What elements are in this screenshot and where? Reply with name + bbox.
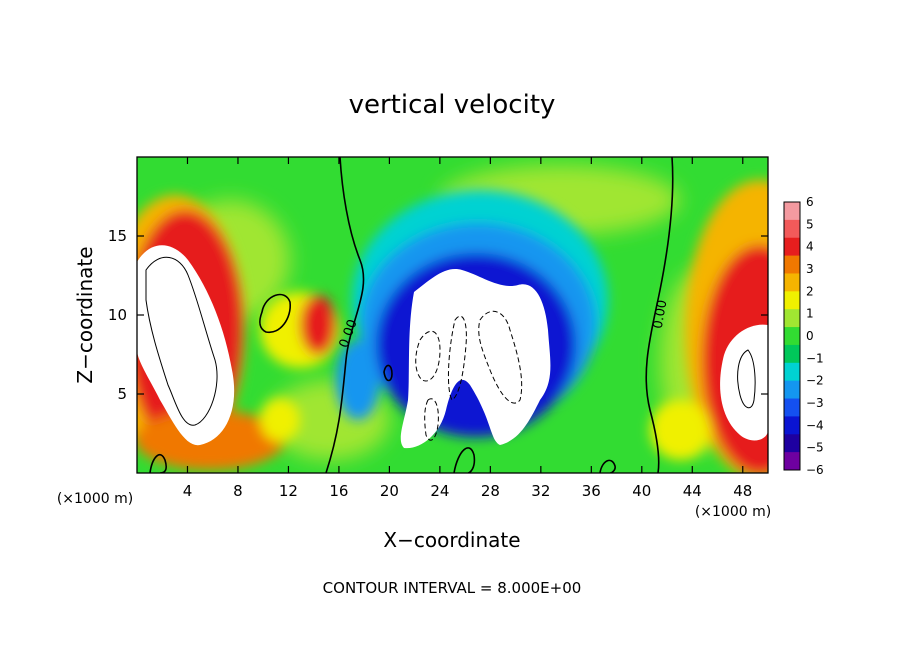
y-axis-label: Z−coordinate — [73, 246, 97, 383]
colorbar-label: −3 — [806, 396, 824, 410]
plot-area: 0.00 0.00 — [137, 157, 768, 473]
closed-contour-2 — [149, 454, 167, 473]
contour-label-right: 0.00 — [651, 299, 671, 330]
colorbar-swatch — [784, 452, 800, 471]
closed-contour-1 — [259, 293, 291, 334]
colorbar-swatch — [784, 362, 800, 382]
downdraft-contour-1 — [415, 330, 441, 382]
colorbar-label: 2 — [806, 284, 814, 298]
x-unit-left: (×1000 m) — [57, 491, 133, 507]
colorbar-swatch — [784, 237, 800, 257]
colorbar-label: 5 — [806, 217, 814, 231]
x-tick-label: 40 — [632, 482, 651, 500]
colorbar-label: −4 — [806, 418, 824, 432]
y-tick-label: 15 — [108, 227, 127, 245]
x-axis-label: X−coordinate — [383, 528, 520, 552]
colorbar-swatch — [784, 202, 800, 221]
closed-contour-4 — [599, 459, 616, 473]
colorbar-label: −5 — [806, 441, 824, 455]
closed-contour-3 — [453, 447, 476, 473]
colorbar-swatch — [784, 398, 800, 417]
positive-contours — [145, 256, 756, 426]
x-tick-label: 48 — [733, 482, 752, 500]
x-tick-label: 16 — [329, 482, 348, 500]
colorbar-swatch — [784, 380, 800, 400]
zero-contour-right — [645, 157, 674, 473]
contour-interval-note: CONTOUR INTERVAL = 8.000E+00 — [323, 579, 582, 597]
colorbar: 6 5 4 3 2 1 0 −1 −2 −3 −4 −5 −6 — [783, 195, 824, 477]
colorbar-label: 6 — [806, 195, 814, 209]
zero-contour-left — [325, 157, 365, 473]
contour-lines — [149, 157, 674, 473]
colorbar-swatch — [784, 416, 800, 435]
x-tick-label: 36 — [582, 482, 601, 500]
colorbar-swatch — [784, 344, 800, 364]
y-tick-label: 10 — [108, 306, 127, 324]
downdraft-contour-4 — [424, 398, 439, 441]
x-unit-right: (×1000 m) — [695, 504, 771, 520]
x-tick-label: 20 — [380, 482, 399, 500]
colorbar-swatch — [784, 219, 800, 239]
colorbar-label: 3 — [806, 262, 814, 276]
colorbar-label: −6 — [806, 463, 824, 477]
colorbar-frame — [783, 201, 801, 471]
colorbar-label: 1 — [806, 307, 814, 321]
colorbar-swatch — [784, 309, 800, 328]
colorbar-label: 4 — [806, 240, 814, 254]
y-axis-ticks: 5 10 15 — [108, 227, 768, 403]
colorbar-label: 0 — [806, 329, 814, 343]
colorbar-label: −2 — [806, 374, 824, 388]
chart-title: vertical velocity — [349, 90, 556, 120]
x-tick-label: 4 — [183, 482, 193, 500]
x-tick-label: 28 — [481, 482, 500, 500]
x-axis-ticks: 4 8 12 16 20 24 28 32 36 40 44 48 — [183, 157, 752, 500]
x-tick-label: 24 — [430, 482, 449, 500]
colorbar-swatch — [784, 291, 800, 310]
x-tick-label: 8 — [233, 482, 243, 500]
x-tick-label: 32 — [531, 482, 550, 500]
downdraft-contour-2 — [447, 315, 467, 401]
colorbar-swatch — [784, 255, 800, 274]
negative-contours — [415, 310, 523, 441]
y-tick-label: 5 — [117, 385, 127, 403]
right-core-contour — [737, 349, 756, 409]
x-tick-label: 12 — [279, 482, 298, 500]
colorbar-swatch — [784, 327, 800, 346]
colorbar-label: −1 — [806, 351, 824, 365]
closed-contour-5 — [383, 364, 393, 382]
left-updraft-core — [137, 245, 235, 446]
downdraft-contour-3 — [478, 310, 523, 404]
x-tick-label: 44 — [683, 482, 702, 500]
left-core-contour — [145, 256, 218, 426]
right-updraft-core — [720, 324, 768, 441]
colorbar-swatch — [784, 273, 800, 292]
colorbar-swatch — [784, 434, 800, 453]
